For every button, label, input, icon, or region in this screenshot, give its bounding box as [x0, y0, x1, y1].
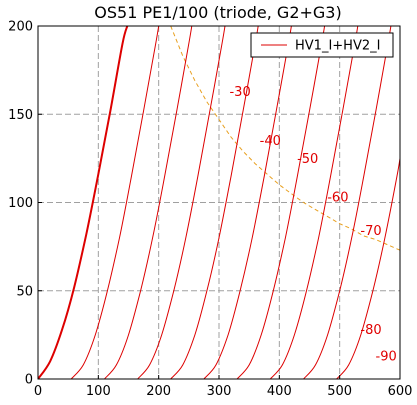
x-tick-label: 0 — [34, 384, 42, 399]
y-tick-label: 100 — [8, 196, 33, 211]
curve-label: -60 — [327, 191, 348, 206]
y-tick-label: 0 — [25, 373, 33, 388]
dissipation-layer — [170, 26, 400, 251]
legend-entry-label: HV1_I+HV2_I — [295, 39, 380, 54]
plate-curve — [303, 26, 392, 379]
plate-curve — [269, 26, 359, 379]
x-tick-label: 600 — [388, 384, 413, 399]
legend: HV1_I+HV2_I — [250, 32, 394, 58]
y-tick-label: 50 — [16, 284, 33, 299]
plate-curve — [170, 26, 259, 379]
ticks-layer: 0 100 200 300 400 500 600 0 50 100 150 200 — [8, 20, 412, 400]
y-tick-label: 150 — [8, 108, 33, 123]
plate-curve — [336, 158, 400, 379]
curve-label: -70 — [360, 224, 381, 239]
curve-label: -30 — [229, 85, 250, 100]
curve-label: -40 — [260, 134, 281, 149]
x-tick-label: 400 — [267, 384, 292, 399]
x-tick-label: 300 — [207, 384, 232, 399]
x-tick-label: 200 — [146, 384, 171, 399]
dissipation-curve — [170, 26, 400, 251]
curve-label: -90 — [376, 350, 397, 365]
y-tick-label: 200 — [8, 20, 33, 35]
x-tick-label: 500 — [327, 384, 352, 399]
curve-labels-layer: -30 -40 -50 -60 -70 -80 -90 — [229, 85, 396, 365]
plate-curve — [203, 26, 292, 379]
plate-curve — [137, 26, 226, 379]
chart-title: OS51 PE1/100 (triode, G2+G3) — [94, 3, 341, 22]
curve-label: -50 — [297, 152, 318, 167]
x-tick-label: 100 — [86, 384, 111, 399]
curves-layer — [38, 26, 400, 379]
plate-curve — [236, 26, 326, 379]
plate-curve — [70, 26, 160, 379]
plate-curve — [38, 26, 129, 379]
curve-label: -80 — [360, 323, 381, 338]
plate-curve — [104, 26, 193, 379]
